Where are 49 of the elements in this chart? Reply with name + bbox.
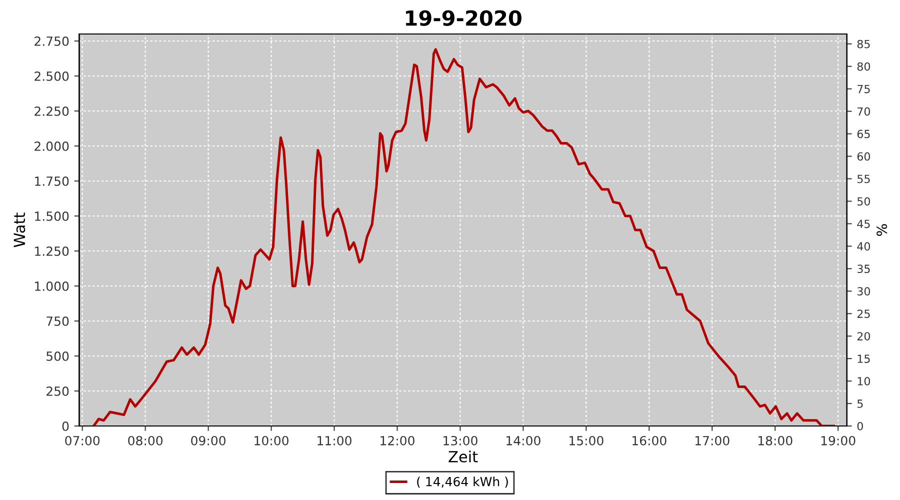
line-series <box>92 48 835 426</box>
y-tick-label: 1.500 <box>35 211 69 221</box>
x-tick-label: 18:00 <box>758 436 792 446</box>
x-tick-label: 19:00 <box>821 436 856 446</box>
y-tick-label: 1.750 <box>35 176 69 186</box>
y-axis-title: Watt <box>14 212 26 248</box>
y2-tick-label: 45 <box>857 220 870 228</box>
chart-title: 19-9-2020 <box>406 10 522 26</box>
x-tick-label: 17:00 <box>695 436 730 446</box>
y2-tick-label: 70 <box>858 107 870 116</box>
x-tick-label: 14:00 <box>506 436 540 446</box>
x-tick-label: 12:00 <box>380 436 414 446</box>
y2-tick-label: 20 <box>857 332 870 340</box>
y2-tick-label: 10 <box>858 377 870 386</box>
y-tick-label: 2.750 <box>34 36 69 46</box>
y2-tick-label: 35 <box>857 264 870 274</box>
y-tick-label: 2.250 <box>34 106 69 116</box>
x-tick-label: 07:00 <box>65 436 100 446</box>
y-tick-label: 0 <box>62 421 69 431</box>
x-tick-label: 09:00 <box>191 436 226 446</box>
x-tick-label: 16:00 <box>632 436 666 446</box>
y2-tick-label: 65 <box>857 130 870 138</box>
y2-axis-title: % <box>876 224 888 236</box>
y2-tick-label: 60 <box>857 152 870 161</box>
y-tick-label: 250 <box>46 386 69 396</box>
legend-label: ( 14,464 kWh ) <box>417 476 508 488</box>
y2-tick-label: 55 <box>857 174 870 184</box>
y2-tick-label: 0 <box>857 422 863 430</box>
x-tick-label: 13:00 <box>444 436 478 446</box>
y-tick-label: 750 <box>46 316 69 326</box>
y-tick-label: 1.000 <box>35 281 69 291</box>
y-tick-label: 2.500 <box>34 71 69 81</box>
y2-tick-label: 30 <box>857 287 870 296</box>
y2-tick-label: 80 <box>857 62 870 71</box>
y2-tick-label: 15 <box>858 354 870 363</box>
y2-tick-label: 40 <box>857 242 870 251</box>
x-tick-label: 08:00 <box>128 436 163 446</box>
y2-tick-label: 50 <box>857 197 870 206</box>
y-tick-label: 500 <box>46 351 69 361</box>
y-tick-label: 1.250 <box>35 246 69 256</box>
y2-tick-label: 5 <box>857 400 863 408</box>
y2-tick-label: 25 <box>857 310 870 318</box>
x-tick-label: 10:00 <box>254 436 288 446</box>
y2-tick-label: 85 <box>857 40 870 48</box>
y2-tick-label: 75 <box>858 84 870 94</box>
x-tick-label: 15:00 <box>570 436 604 446</box>
x-axis-title: Zeit <box>448 450 478 462</box>
y-tick-label: 2.000 <box>34 141 69 151</box>
x-tick-label: 11:00 <box>318 436 352 446</box>
